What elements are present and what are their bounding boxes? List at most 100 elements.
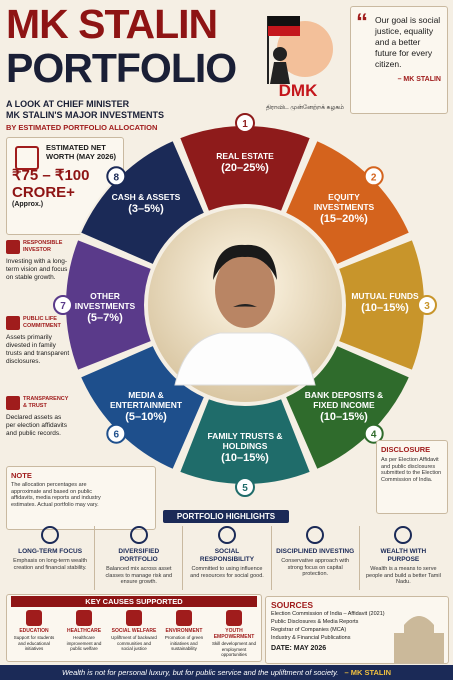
segment-label: BANK DEPOSITS & FIXED INCOME (10–15%) xyxy=(298,390,390,424)
segment-number: 2 xyxy=(371,172,377,183)
footer-author: – MK STALIN xyxy=(344,668,391,677)
cause-title: HEALTHCARE xyxy=(66,628,102,634)
cause-icon xyxy=(26,610,42,626)
segment-number: 8 xyxy=(114,172,120,183)
highlight-title: SOCIAL RESPONSIBILITY xyxy=(199,548,255,563)
segment-range: (15–20%) xyxy=(320,213,368,225)
segment-range: (10–15%) xyxy=(221,452,269,464)
highlight-icon xyxy=(217,526,236,544)
source-item: Registrar of Companies (MCA) xyxy=(271,627,347,633)
disclosure-text: As per Election Affidavit and public dis… xyxy=(381,457,442,483)
cause-text: Upliftment of backward communities and s… xyxy=(111,635,157,651)
source-item: Industry & Financial Publications xyxy=(271,635,351,641)
cause-icon xyxy=(76,610,92,626)
note-title: NOTE xyxy=(11,471,32,480)
segment-badge xyxy=(106,423,127,444)
logo-tamil: திராவிட முன்னேற்றக் கழகம் xyxy=(266,104,344,111)
segment-name: MUTUAL FUNDS xyxy=(351,291,419,301)
segment-badge xyxy=(106,166,127,187)
segment-label: EQUITY INVESTMENTS (15–20%) xyxy=(298,192,390,226)
segment-name: BANK DEPOSITS & FIXED INCOME xyxy=(304,389,384,410)
side-text: Investing with a long-term vision and fo… xyxy=(6,258,68,281)
tagline: BY ESTIMATED PORTFOLIO ALLOCATION xyxy=(6,123,158,132)
segment-range: (10–15%) xyxy=(361,302,409,314)
side-title: RESPONSIBLE INVESTOR xyxy=(23,240,63,253)
quote-author: – MK STALIN xyxy=(397,76,441,83)
sources-box: SOURCES Election Commission of India – A… xyxy=(265,596,449,664)
sources-title: SOURCES xyxy=(271,600,314,610)
building-shape xyxy=(394,616,444,663)
causes-title: KEY CAUSES SUPPORTED xyxy=(11,596,257,607)
segment-range: (5–7%) xyxy=(87,312,123,324)
cause-title: EDUCATION xyxy=(19,628,49,634)
segment-label: REAL ESTATE (20–25%) xyxy=(199,151,291,175)
segment-range: (5–10%) xyxy=(125,410,167,423)
highlight-text: Balanced mix across asset classes to man… xyxy=(105,566,173,585)
highlight-text: Conservative approach with strong focus … xyxy=(281,558,350,577)
highlight-title: DISCIPLINED INVESTING xyxy=(276,548,355,555)
source-item: Public Disclosures & Media Reports xyxy=(271,619,359,625)
figure xyxy=(270,62,290,84)
footer-quote: Wealth is not for personal luxury, but f… xyxy=(61,668,339,677)
segment-name: OTHER INVESTMENTS xyxy=(74,291,136,311)
segment xyxy=(283,138,412,267)
segment xyxy=(177,124,313,214)
cause-title: YOUTH EMPOWERMENT xyxy=(213,628,255,640)
cause-title: SOCIAL WELFARE xyxy=(111,628,157,634)
cause: YOUTH EMPOWERMENT Skill development and e… xyxy=(209,610,259,660)
cause-text: Support for students and educational ini… xyxy=(13,635,55,651)
highlights-title: PORTFOLIO HIGHLIGHTS xyxy=(163,510,289,523)
segment-name: EQUITY INVESTMENTS xyxy=(313,192,375,212)
segment-badge xyxy=(363,423,384,444)
segment-badge xyxy=(235,477,255,497)
segment-label: OTHER INVESTMENTS (5–7%) xyxy=(59,291,151,325)
side-title: TRANSPARENCY & TRUST xyxy=(23,396,69,409)
logo: DMK திராவிட முன்னேற்றக் கழகம் xyxy=(266,16,344,111)
highlight-title: LONG-TERM FOCUS xyxy=(18,548,83,555)
net-worth-note: (Approx.) xyxy=(12,201,44,208)
highlight-icon xyxy=(394,526,413,544)
cause-text: Skill development and employment opportu… xyxy=(211,641,257,657)
source-item: Election Commission of India – Affidavit… xyxy=(271,611,385,617)
highlight-text: Emphasis on long-term wealth creation an… xyxy=(13,558,88,571)
segment-range: (10–15%) xyxy=(320,410,368,423)
segment-badge xyxy=(363,166,384,187)
side-title: PUBLIC LIFE COMMITMENT xyxy=(23,316,61,329)
title: MK STALIN xyxy=(6,1,218,47)
note-text: The allocation percentages are approxima… xyxy=(11,482,101,508)
segment-label: MEDIA & ENTERTAINMENT (5–10%) xyxy=(100,390,192,424)
cause-icon xyxy=(226,610,242,626)
segment-label: MUTUAL FUNDS (10–15%) xyxy=(339,291,431,315)
footer: Wealth is not for personal luxury, but f… xyxy=(0,665,453,680)
segment-badge xyxy=(235,113,255,133)
segment xyxy=(336,237,426,373)
chart-icon xyxy=(15,146,39,170)
highlight: DISCIPLINED INVESTING Conservative approa… xyxy=(270,526,359,590)
segment-badge xyxy=(417,295,437,315)
causes-box: KEY CAUSES SUPPORTED xyxy=(6,594,262,662)
highlight-text: Wealth is a means to serve people and bu… xyxy=(365,566,441,585)
segment-name: FAMILY TRUSTS & HOLDINGS xyxy=(207,431,283,451)
donut: 1 2 3 4 5 6 7 8 xyxy=(53,113,437,497)
quote-box: “ Our goal is social justice, equality a… xyxy=(350,6,448,114)
segment xyxy=(78,138,207,267)
flag xyxy=(268,16,300,26)
quote-mark: “ xyxy=(356,9,368,36)
highlight-icon xyxy=(306,526,325,544)
photo-body xyxy=(174,332,316,386)
side-text: Declared assets as per election affidavi… xyxy=(6,414,67,437)
segment xyxy=(78,343,207,472)
segment-number: 7 xyxy=(60,301,66,312)
highlight-title: WEALTH WITH PURPOSE xyxy=(380,548,427,563)
photo-face xyxy=(215,252,275,328)
cause: EDUCATION Support for students and educat… xyxy=(9,610,59,660)
highlight: SOCIAL RESPONSIBILITY Committed to using … xyxy=(182,526,270,590)
segment-number: 5 xyxy=(242,483,248,494)
disclosure-box: DISCLOSURE As per Election Affidavit and… xyxy=(376,440,448,514)
photo-mustache xyxy=(233,304,257,307)
side-item: PUBLIC LIFE COMMITMENT Assets primarily d… xyxy=(6,316,70,386)
segment-range: (3–5%) xyxy=(128,203,164,215)
highlight-icon xyxy=(41,526,60,544)
highlight: DIVERSIFIED PORTFOLIO Balanced mix across… xyxy=(94,526,182,590)
